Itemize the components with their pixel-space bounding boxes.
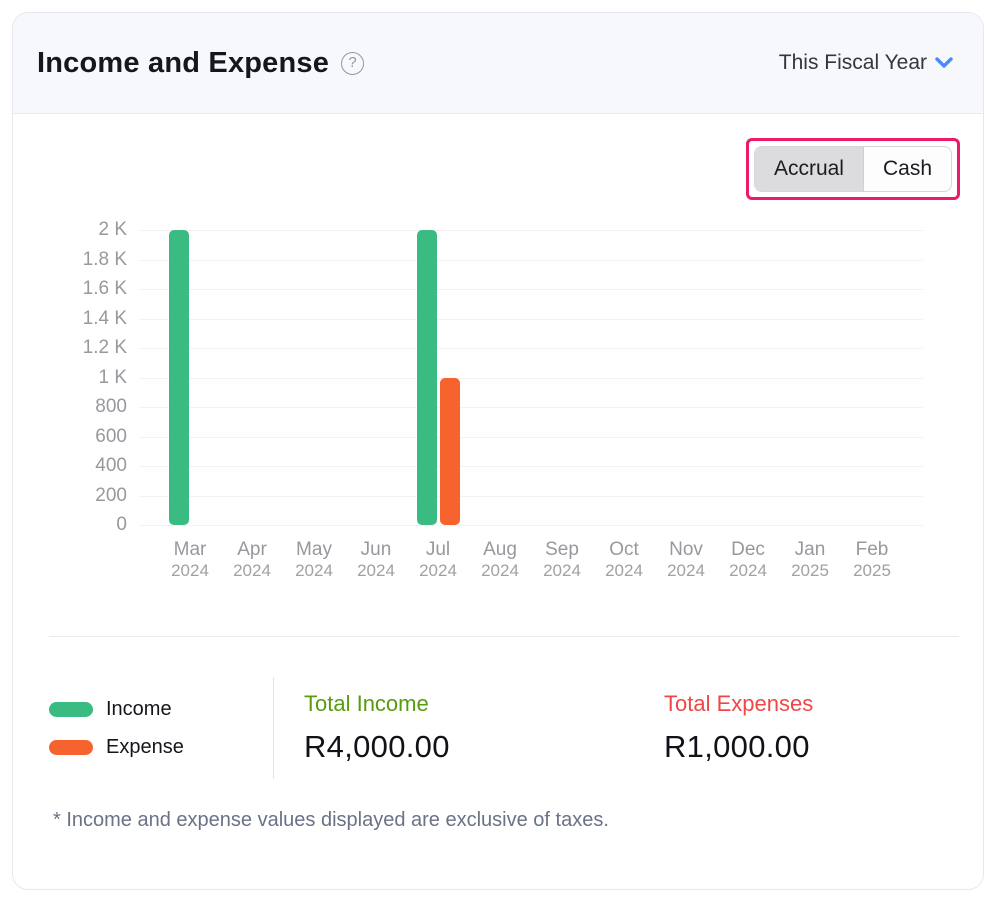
month-column [221, 230, 283, 525]
gridline [139, 318, 923, 320]
gridline [139, 289, 923, 290]
month-column [469, 230, 531, 525]
y-tick-label: 1.4 K [82, 307, 127, 329]
card-body: Accrual Cash 2 K 1.8 K 1.6 K 1.4 K 1.2 K 1 K 8… [13, 138, 983, 832]
period-selector-label: This Fiscal Year [778, 51, 927, 74]
gridline [139, 495, 923, 497]
x-tick-label: Mar 2024 [171, 539, 209, 580]
month-column [717, 230, 779, 525]
y-tick-label: 800 [95, 396, 127, 417]
total-income-block: Total Income R4,000.00 [274, 691, 634, 765]
y-tick-label: 0 [116, 514, 127, 535]
x-tick-label: Feb 2025 [853, 539, 891, 580]
month-column [779, 230, 841, 525]
gridline [139, 466, 923, 467]
gridline [139, 407, 923, 408]
total-expenses-value: R1,000.00 [664, 729, 810, 765]
y-tick-label: 200 [95, 484, 127, 506]
gridline [139, 259, 923, 261]
tax-disclaimer: * Income and expense values displayed ar… [53, 809, 609, 832]
total-income-label: Total Income [304, 691, 429, 717]
total-expenses-label: Total Expenses [664, 691, 814, 717]
cash-button[interactable]: Cash [882, 157, 932, 180]
y-tick-label: 400 [95, 455, 127, 476]
accounting-basis-toggle: Accrual Cash [753, 146, 952, 192]
month-column [593, 230, 655, 525]
gridline [139, 525, 923, 526]
month-column [283, 230, 345, 525]
chevron-down-icon [935, 57, 953, 69]
x-axis: Mar 2024 Apr 2024 May 2024 Jun 2024 Jul 2024 Aug 20… [139, 539, 923, 580]
x-tick-label: Apr 2024 [233, 539, 271, 580]
section-divider [49, 636, 959, 638]
plot-area [139, 230, 923, 526]
x-tick-label: Dec 2024 [729, 539, 767, 580]
expense-bar[interactable] [439, 377, 460, 525]
x-tick-label: Oct 2024 [605, 539, 643, 580]
bar-chart: 2 K 1.8 K 1.6 K 1.4 K 1.2 K 1 K 800 600 400 200 0 [13, 219, 983, 535]
toggle-row: Accrual Cash [13, 138, 960, 200]
income-bar[interactable] [416, 230, 437, 525]
month-column [159, 230, 221, 525]
gridline [139, 436, 923, 438]
gridline [139, 377, 923, 379]
y-tick-label: 600 [95, 425, 127, 447]
x-tick-label: May 2024 [295, 539, 333, 580]
accrual-button[interactable]: Accrual [754, 147, 864, 191]
income-expense-card: Income and Expense ? This Fiscal Year Ac… [12, 12, 984, 890]
y-tick-label: 2 K [98, 219, 127, 240]
y-axis: 2 K 1.8 K 1.6 K 1.4 K 1.2 K 1 K 800 600 400 200 0 [13, 219, 139, 535]
month-column [407, 230, 469, 525]
period-selector[interactable]: This Fiscal Year [779, 51, 953, 75]
month-column [531, 230, 593, 525]
x-tick-label: Jul 2024 [419, 539, 457, 580]
totals-row: Income Expense Total Income R4,000.00 Tot… [13, 677, 983, 780]
month-column [345, 230, 407, 525]
legend-item: Expense [49, 736, 273, 759]
total-income-value: R4,000.00 [304, 729, 450, 765]
x-tick-label: Jan 2025 [791, 539, 829, 580]
y-tick-label: 1.2 K [82, 337, 127, 358]
month-column [655, 230, 717, 525]
x-tick-label: Sep 2024 [543, 539, 581, 580]
income-bar[interactable] [168, 230, 189, 525]
gridline [139, 230, 923, 231]
x-tick-label: Jun 2024 [357, 539, 395, 580]
legend-label: Income [106, 697, 172, 720]
chart-legend: Income Expense [13, 677, 274, 780]
annotation-highlight-box: Accrual Cash [745, 138, 960, 200]
legend-label: Expense [106, 735, 184, 758]
y-tick-label: 1.8 K [82, 248, 127, 270]
help-icon[interactable]: ? [341, 51, 365, 75]
expense-swatch-icon [49, 739, 93, 755]
card-header: Income and Expense ? This Fiscal Year [13, 13, 983, 114]
y-tick-label: 1.6 K [82, 278, 127, 299]
legend-item: Income [49, 698, 273, 721]
gridline [139, 348, 923, 349]
page-title: Income and Expense [37, 46, 330, 79]
x-tick-label: Nov 2024 [667, 539, 705, 580]
month-column [841, 230, 903, 525]
x-tick-label: Aug 2024 [481, 539, 519, 580]
y-tick-label: 1 K [98, 366, 127, 388]
total-expenses-block: Total Expenses R1,000.00 [634, 691, 813, 765]
bar-columns [159, 230, 903, 525]
income-swatch-icon [49, 701, 93, 717]
